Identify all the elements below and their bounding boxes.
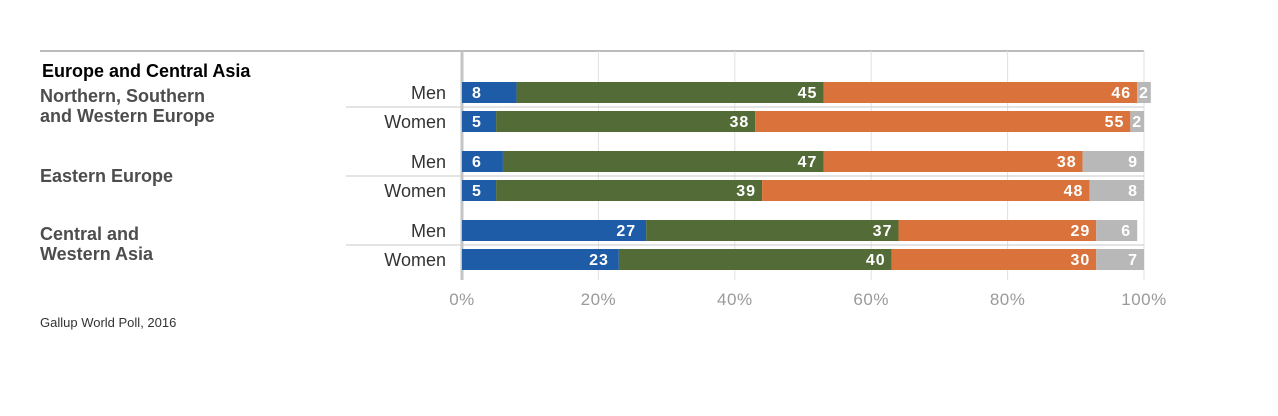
row-label: Men bbox=[411, 221, 446, 241]
data-label: 45 bbox=[798, 85, 818, 102]
bar-segment bbox=[1137, 82, 1151, 103]
data-label: 6 bbox=[472, 154, 482, 171]
bar-segment bbox=[1130, 111, 1144, 132]
row-label: Women bbox=[384, 112, 446, 132]
bar-segment bbox=[762, 180, 1090, 201]
x-tick-label: 80% bbox=[990, 290, 1026, 309]
row-label: Men bbox=[411, 152, 446, 172]
x-tick-label: 0% bbox=[449, 290, 475, 309]
group-label: Eastern Europe bbox=[40, 166, 173, 186]
x-tick-label: 20% bbox=[581, 290, 617, 309]
data-label: 47 bbox=[798, 154, 818, 171]
bar-segment bbox=[462, 220, 647, 241]
x-tick-label: 40% bbox=[717, 290, 753, 309]
data-label: 6 bbox=[1121, 223, 1131, 240]
group-label: Central and bbox=[40, 224, 139, 244]
row-label: Men bbox=[411, 83, 446, 103]
data-label: 2 bbox=[1139, 85, 1149, 102]
data-label: 38 bbox=[1057, 154, 1077, 171]
x-axis-ticks: 0% 20% 40% 60% 80% 100% bbox=[449, 290, 1166, 309]
data-label: 5 bbox=[472, 114, 482, 131]
bar-segment bbox=[496, 111, 756, 132]
bar-segment bbox=[462, 249, 619, 270]
group-label: Western Asia bbox=[40, 244, 154, 264]
data-label: 9 bbox=[1128, 154, 1138, 171]
bar-segment bbox=[823, 151, 1083, 172]
data-label: 46 bbox=[1111, 85, 1131, 102]
bar-segment bbox=[462, 111, 497, 132]
bar-segment bbox=[1089, 180, 1144, 201]
data-label: 37 bbox=[873, 223, 893, 240]
data-label: 7 bbox=[1128, 252, 1138, 269]
bar-segment bbox=[755, 111, 1131, 132]
bar-segment bbox=[646, 220, 899, 241]
x-tick-label: 60% bbox=[853, 290, 889, 309]
bar-segment bbox=[891, 249, 1097, 270]
bar-segment bbox=[462, 82, 517, 103]
data-label: 8 bbox=[472, 85, 482, 102]
data-label: 23 bbox=[589, 252, 609, 269]
bar-segment bbox=[462, 151, 503, 172]
data-label: 29 bbox=[1070, 223, 1090, 240]
bar-segment bbox=[496, 180, 763, 201]
data-label: 39 bbox=[736, 183, 756, 200]
group-label: Northern, Southern bbox=[40, 86, 205, 106]
bar-segment bbox=[516, 82, 824, 103]
bar-segment bbox=[823, 82, 1138, 103]
data-label: 30 bbox=[1070, 252, 1090, 269]
bar-segment bbox=[502, 151, 824, 172]
data-label: 48 bbox=[1064, 183, 1084, 200]
data-label: 38 bbox=[729, 114, 749, 131]
bar-segment bbox=[1096, 220, 1138, 241]
x-tick-label: 100% bbox=[1121, 290, 1166, 309]
bar-segment bbox=[898, 220, 1097, 241]
data-label: 55 bbox=[1105, 114, 1125, 131]
data-label: 27 bbox=[616, 223, 636, 240]
data-label: 8 bbox=[1128, 183, 1138, 200]
row-label: Women bbox=[384, 181, 446, 201]
data-label: 40 bbox=[866, 252, 886, 269]
region-title: Europe and Central Asia bbox=[42, 61, 251, 81]
bar-segment bbox=[1082, 151, 1144, 172]
bar-segment bbox=[618, 249, 892, 270]
row-label: Women bbox=[384, 250, 446, 270]
source-note: Gallup World Poll, 2016 bbox=[40, 315, 176, 330]
bar-segment bbox=[1096, 249, 1144, 270]
bar-segment bbox=[462, 180, 497, 201]
group-label: and Western Europe bbox=[40, 106, 215, 126]
data-label: 5 bbox=[472, 183, 482, 200]
data-label: 2 bbox=[1132, 114, 1142, 131]
